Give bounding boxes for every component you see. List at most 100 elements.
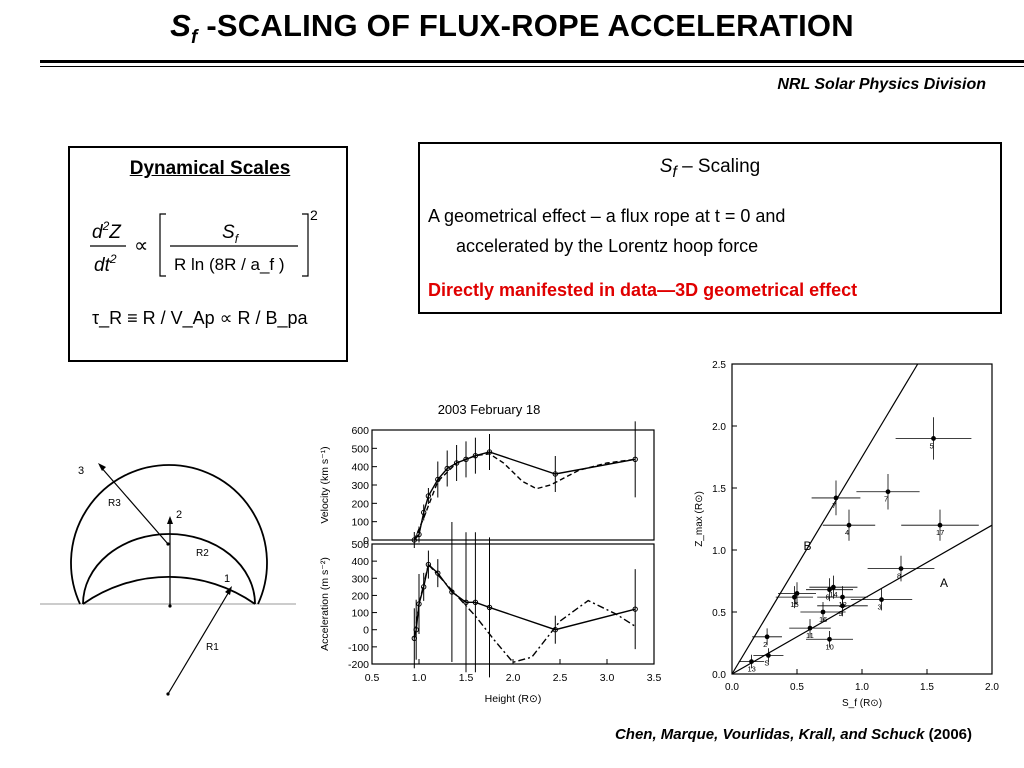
velocity-frame (371, 429, 655, 541)
velocity-ytick-label: 500 (351, 443, 369, 455)
eq1-rhs-num: Sf (222, 222, 240, 246)
scatter-point (792, 594, 797, 600)
sf-description-line1: A geometrical effect – a flux rope at t … (428, 206, 786, 226)
scatter-point (764, 634, 770, 640)
scatter-xlabel: S_f (R⊙) (842, 698, 882, 709)
sf-scaling-box: Sf – Scaling A geometrical effect – a fl… (418, 142, 1002, 314)
eq1-lhs-den: dt2 (94, 252, 117, 276)
scatter-ytick-label: 0.0 (712, 670, 726, 681)
scatter-point (846, 522, 852, 528)
velocity-ytick-label: 400 (351, 462, 369, 474)
citation: Chen, Marque, Vourlidas, Krall, and Schu… (615, 726, 972, 743)
title-text: -SCALING OF FLUX-ROPE ACCELERATION (197, 8, 854, 43)
vchart-xlabel: Height (R⊙) (485, 693, 542, 705)
scatter-ytick-label: 0.5 (712, 608, 726, 619)
scatter-point-label: 7 (884, 495, 888, 504)
title-symbol: S (170, 8, 192, 43)
sf-heading-symbol: S (659, 156, 673, 177)
scatter-point-label: 1 (793, 596, 797, 605)
acceleration-ylabel: Acceleration (m s⁻²) (319, 557, 331, 651)
scatter-point-label: 12 (839, 600, 847, 609)
scatter-point (931, 436, 936, 441)
fit-line-label-A: A (940, 576, 948, 590)
loop-3 (70, 464, 268, 605)
title-rule-thin (40, 66, 1024, 67)
scatter-xtick-label: 1.0 (855, 682, 869, 693)
scatter-point-label: 5 (930, 441, 934, 450)
scatter-point (885, 489, 891, 495)
scatter-ytick-label: 1.0 (712, 546, 726, 557)
sf-description-line2: accelerated by the Lorentz hoop force (456, 236, 759, 256)
diagram-label-3: 3 (78, 465, 84, 477)
title-rule-thick (40, 60, 1024, 63)
acceleration-ytick-label: 0 (363, 625, 369, 637)
scatter-point (766, 653, 771, 658)
scatter-ytick-label: 1.5 (712, 484, 726, 495)
title-subscript: f (191, 27, 198, 49)
scatter-point-label: 7 (832, 501, 836, 510)
acceleration-ytick-label: 200 (351, 590, 369, 602)
sf-scatter-chart: 0.0 0.5 1.0 1.5 2.0 0.0 0.5 1.0 1.5 2.0 2.5 S_f (R⊙… (694, 360, 999, 709)
citation-authors: Chen, Marque, Vourlidas, Krall, and Schu… (614, 726, 925, 743)
vchart-xtick-label: 0.5 (365, 672, 380, 684)
acceleration-ytick-label: 400 (351, 556, 369, 568)
scatter-xtick-label: 0.5 (790, 682, 804, 693)
scatter-point-label: 3 (878, 603, 882, 612)
scatter-point (879, 597, 884, 602)
diagram-radius-r1: R1 (206, 642, 219, 653)
velocity-ytick-label: 0 (363, 535, 369, 547)
fit-line-B (731, 363, 919, 675)
scatter-point (827, 636, 832, 642)
scatter-xtick-label: 2.0 (985, 682, 999, 693)
acceleration-series-solid (413, 563, 636, 639)
dynamical-equations: d2Z dt2 ∝ Sf R ln (8R / a_f ) 2 τ_R ≡ R … (90, 207, 318, 329)
velocity-series-solid (413, 451, 636, 541)
velocity-ytick-label: 600 (351, 425, 369, 437)
sf-scaling-heading: Sf – Scaling (420, 156, 1000, 182)
scatter-point-label: 14 (829, 590, 837, 599)
sf-heading-text: – Scaling (676, 156, 761, 177)
scatter-point-label: 13 (748, 665, 756, 674)
scatter-point-label: 15 (790, 600, 798, 609)
scatter-point (807, 625, 813, 631)
scatter-point (840, 594, 845, 600)
velocity-ytick-label: 300 (351, 480, 369, 492)
acceleration-ytick-label: 300 (351, 573, 369, 585)
scatter-point-label: 2 (763, 640, 767, 649)
vchart-xtick-label: 2.5 (553, 672, 568, 684)
scatter-point-label: 4 (845, 528, 849, 537)
loop-2 (82, 533, 256, 605)
scatter-ytick-label: 2.0 (712, 422, 726, 433)
scatter-ytick-label: 2.5 (712, 360, 726, 371)
vchart-xtick-label: 3.0 (600, 672, 615, 684)
acceleration-ytick-label: 100 (351, 608, 369, 620)
eq1-lhs-num: d2Z (92, 219, 122, 243)
velocity-ytick-label: 200 (351, 498, 369, 510)
scatter-point (833, 495, 839, 501)
dynamical-scales-box: Dynamical Scales d2Z dt2 ∝ Sf R ln (8R /… (68, 146, 348, 362)
eq1-power: 2 (310, 207, 318, 223)
acceleration-ytick-label: 500 (351, 539, 369, 551)
citation-year: (2006) (928, 726, 972, 743)
scatter-point (794, 591, 800, 596)
vchart-xtick-label: 1.5 (459, 672, 474, 684)
scatter-point-label: 10 (826, 642, 834, 651)
scatter-frame (731, 363, 993, 675)
scatter-ylabel: Z_max (R⊙) (694, 491, 705, 547)
flux-rope-diagram: 3 2 1 R3 R2 R1 (40, 463, 296, 696)
scatter-point-label: 8 (897, 572, 901, 581)
sf-highlight-line: Directly manifested in data—3D geometric… (428, 280, 858, 300)
vchart-xtick-label: 1.0 (412, 672, 427, 684)
scatter-point-label: 17 (936, 528, 944, 537)
acceleration-ytick-label: -100 (348, 642, 369, 654)
eq1-rhs-den: R ln (8R / a_f ) (174, 255, 285, 274)
velocity-series-dashed (413, 453, 636, 541)
sf-heading-sub: f (672, 163, 677, 181)
dynamical-scales-heading: Dynamical Scales (129, 158, 291, 179)
loop-1 (82, 575, 256, 605)
scatter-point (820, 609, 826, 615)
scatter-point-label: 9 (839, 609, 843, 618)
diagram-radius-r3: R3 (108, 498, 121, 509)
chart-title: 2003 February 18 (438, 402, 541, 417)
scatter-point-label: 16 (819, 615, 827, 624)
